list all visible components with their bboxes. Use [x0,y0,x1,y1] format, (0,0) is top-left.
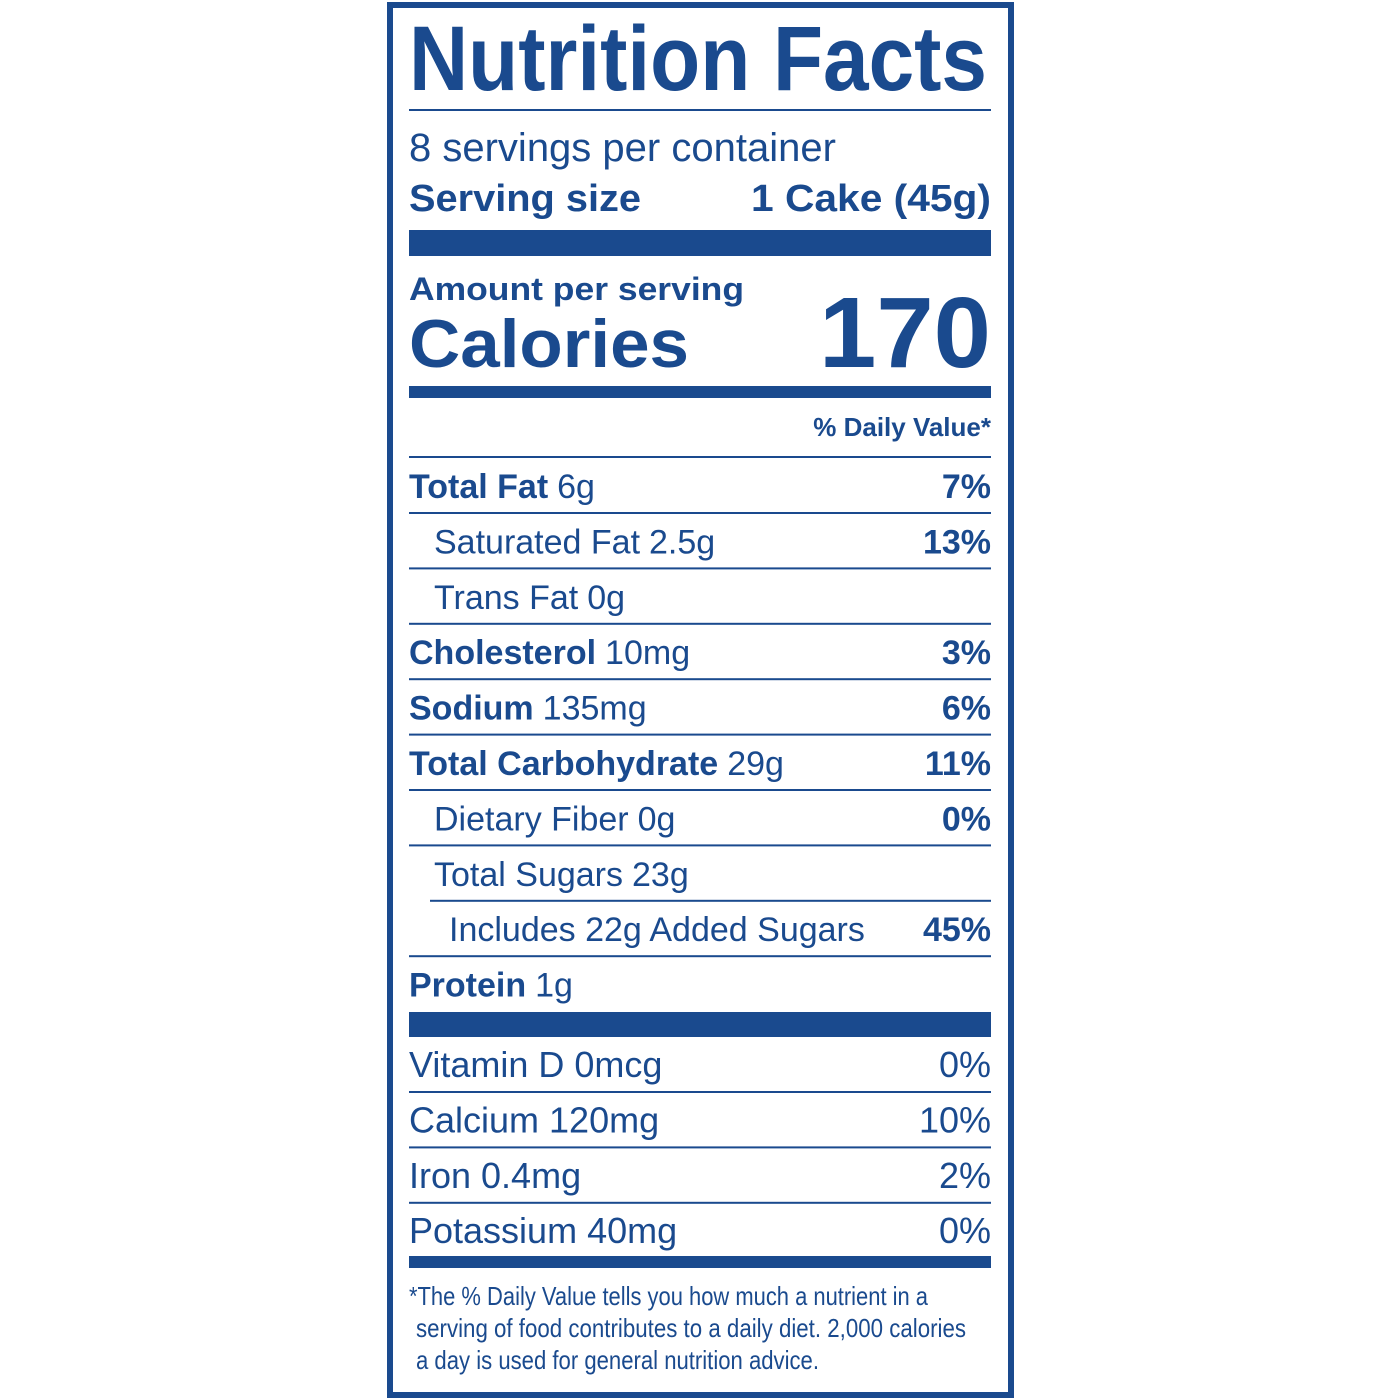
rule [409,789,991,791]
nutrient-name: Includes 22g Added Sugars [449,911,865,949]
nutrient-name: Trans Fat [434,579,579,617]
vitamin-label: Calcium 120mg [409,1099,659,1140]
rule [409,955,991,958]
title: Nutrition Facts [409,8,987,110]
nutrient-amount: 1g [535,967,573,1005]
rule [409,1091,991,1093]
servings: 8 servings per container [409,126,836,170]
label-border [387,2,1014,1398]
nutrient-row: Protein 1g [409,967,573,1005]
nutrient-amount: 6g [557,468,595,506]
vitamin-dv: 0% [939,1210,991,1251]
nutrient-row: Cholesterol 10mg [409,634,690,672]
rule [430,899,991,902]
nutrient-dv: 0% [942,800,991,838]
nutrient-amount: 0g [587,579,625,617]
vitamin-label: Potassium 40mg [409,1210,677,1251]
nutrient-name: Cholesterol [409,634,596,672]
vitamin-dv: 2% [939,1155,991,1196]
nutrient-name: Protein [409,967,526,1005]
nutrient-dv: 11% [925,745,991,783]
nutrient-amount: 10mg [605,634,690,672]
nutrient-name: Saturated Fat [434,523,641,561]
rule [409,1201,991,1204]
rule [409,733,991,736]
footnote-line: a day is used for general nutrition advi… [416,1345,819,1375]
nutrient-row: Total Carbohydrate 29g [409,745,784,783]
nutrient-dv: 45% [923,911,991,949]
nutrient-row: Total Fat 6g [409,468,595,506]
calories-label: Calories [409,306,689,382]
nutrient-dv: 13% [923,523,991,561]
nutrient-dv: 6% [942,690,991,728]
daily-value-header: % Daily Value* [813,412,992,442]
serving-size-value: 1 Cake (45g) [751,178,991,220]
nutrient-name: Total Fat [409,468,548,506]
vitamin-dv: 0% [939,1044,991,1085]
nutrient-row: Total Sugars 23g [434,856,689,894]
calories-value: 170 [819,277,991,389]
thick-rule [409,1012,991,1037]
rule [409,844,991,847]
medium-rule [409,386,991,398]
nutrient-name: Sodium [409,690,534,728]
nutrient-amount: 2.5g [649,523,715,561]
nutrient-row: Trans Fat 0g [434,579,625,617]
nutrient-name: Total Sugars [434,856,623,894]
nutrient-amount: 29g [727,745,784,783]
nutrient-row: Includes 22g Added Sugars [449,911,865,949]
nutrient-name: Dietary Fiber [434,800,629,838]
serving-size-label: Serving size [409,178,641,220]
nutrient-amount: 23g [632,856,689,894]
medium-rule [409,1256,991,1268]
rule [409,1146,991,1149]
rule [409,678,991,681]
nutrient-row: Sodium 135mg [409,690,647,728]
footnote-line: serving of food contributes to a daily d… [416,1313,966,1343]
nutrient-row: Dietary Fiber 0g [434,800,675,838]
rule [409,109,991,111]
footnote-line: *The % Daily Value tells you how much a … [409,1281,928,1311]
nutrient-name: Total Carbohydrate [409,745,718,783]
nutrient-row: Saturated Fat 2.5g [434,523,715,561]
amount-per-serving: Amount per serving [409,271,744,307]
rule [409,622,991,625]
nutrient-amount: 135mg [543,690,647,728]
rule [409,512,991,514]
nutrient-amount: 0g [638,800,676,838]
nutrient-dv: 3% [942,634,991,672]
rule [409,456,991,458]
rule [409,567,991,570]
thick-rule [409,230,991,256]
nutrient-dv: 7% [942,468,991,506]
vitamin-label: Iron 0.4mg [409,1155,581,1196]
vitamin-dv: 10% [919,1099,991,1140]
vitamin-label: Vitamin D 0mcg [409,1044,662,1085]
